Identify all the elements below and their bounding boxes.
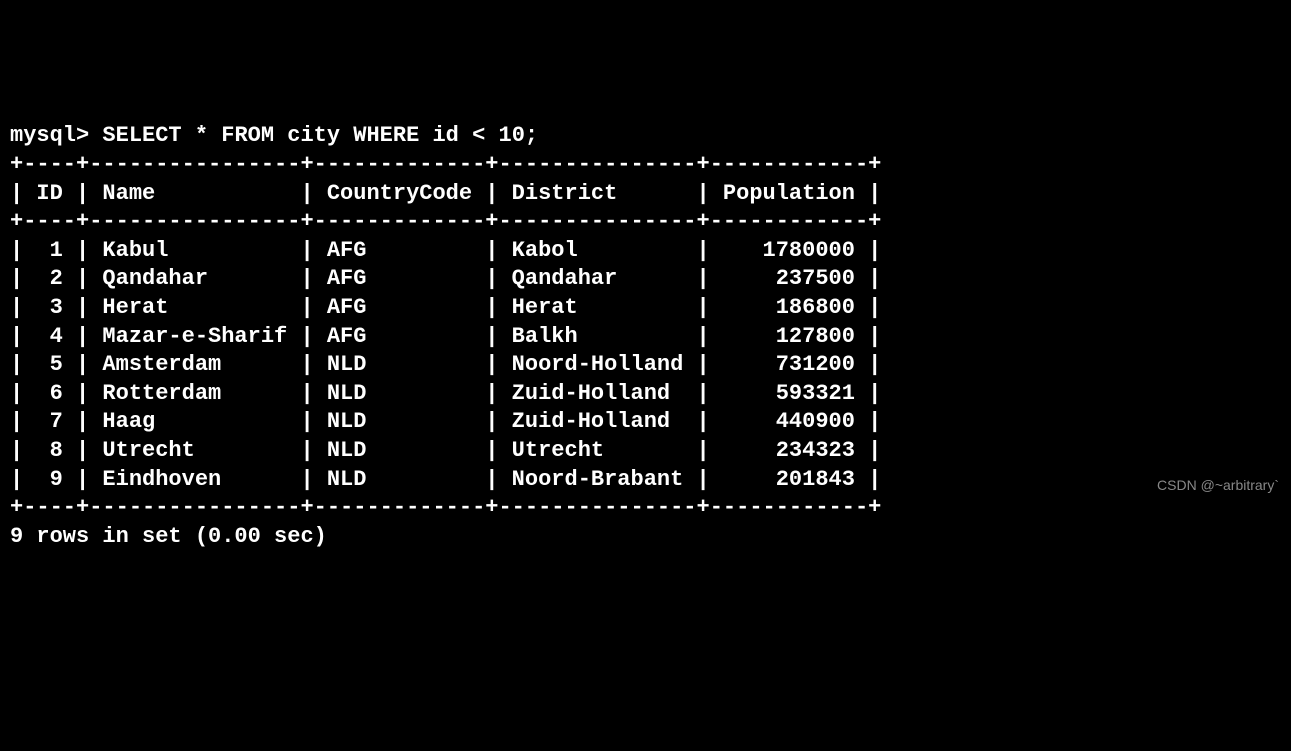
result-summary: 9 rows in set (0.00 sec) bbox=[10, 524, 327, 549]
table-border-bottom: +----+----------------+-------------+---… bbox=[10, 495, 881, 520]
mysql-prompt: mysql> bbox=[10, 123, 102, 148]
table-border-top: +----+----------------+-------------+---… bbox=[10, 152, 881, 177]
watermark: CSDN @~arbitrary` bbox=[1157, 476, 1279, 494]
sql-query: SELECT * FROM city WHERE id < 10; bbox=[102, 123, 538, 148]
table-border-mid: +----+----------------+-------------+---… bbox=[10, 209, 881, 234]
table-header-row: | ID | Name | CountryCode | District | P… bbox=[10, 181, 881, 206]
terminal-output: mysql> SELECT * FROM city WHERE id < 10;… bbox=[10, 122, 1281, 551]
table-body: | 1 | Kabul | AFG | Kabol | 1780000 | | … bbox=[10, 238, 881, 492]
